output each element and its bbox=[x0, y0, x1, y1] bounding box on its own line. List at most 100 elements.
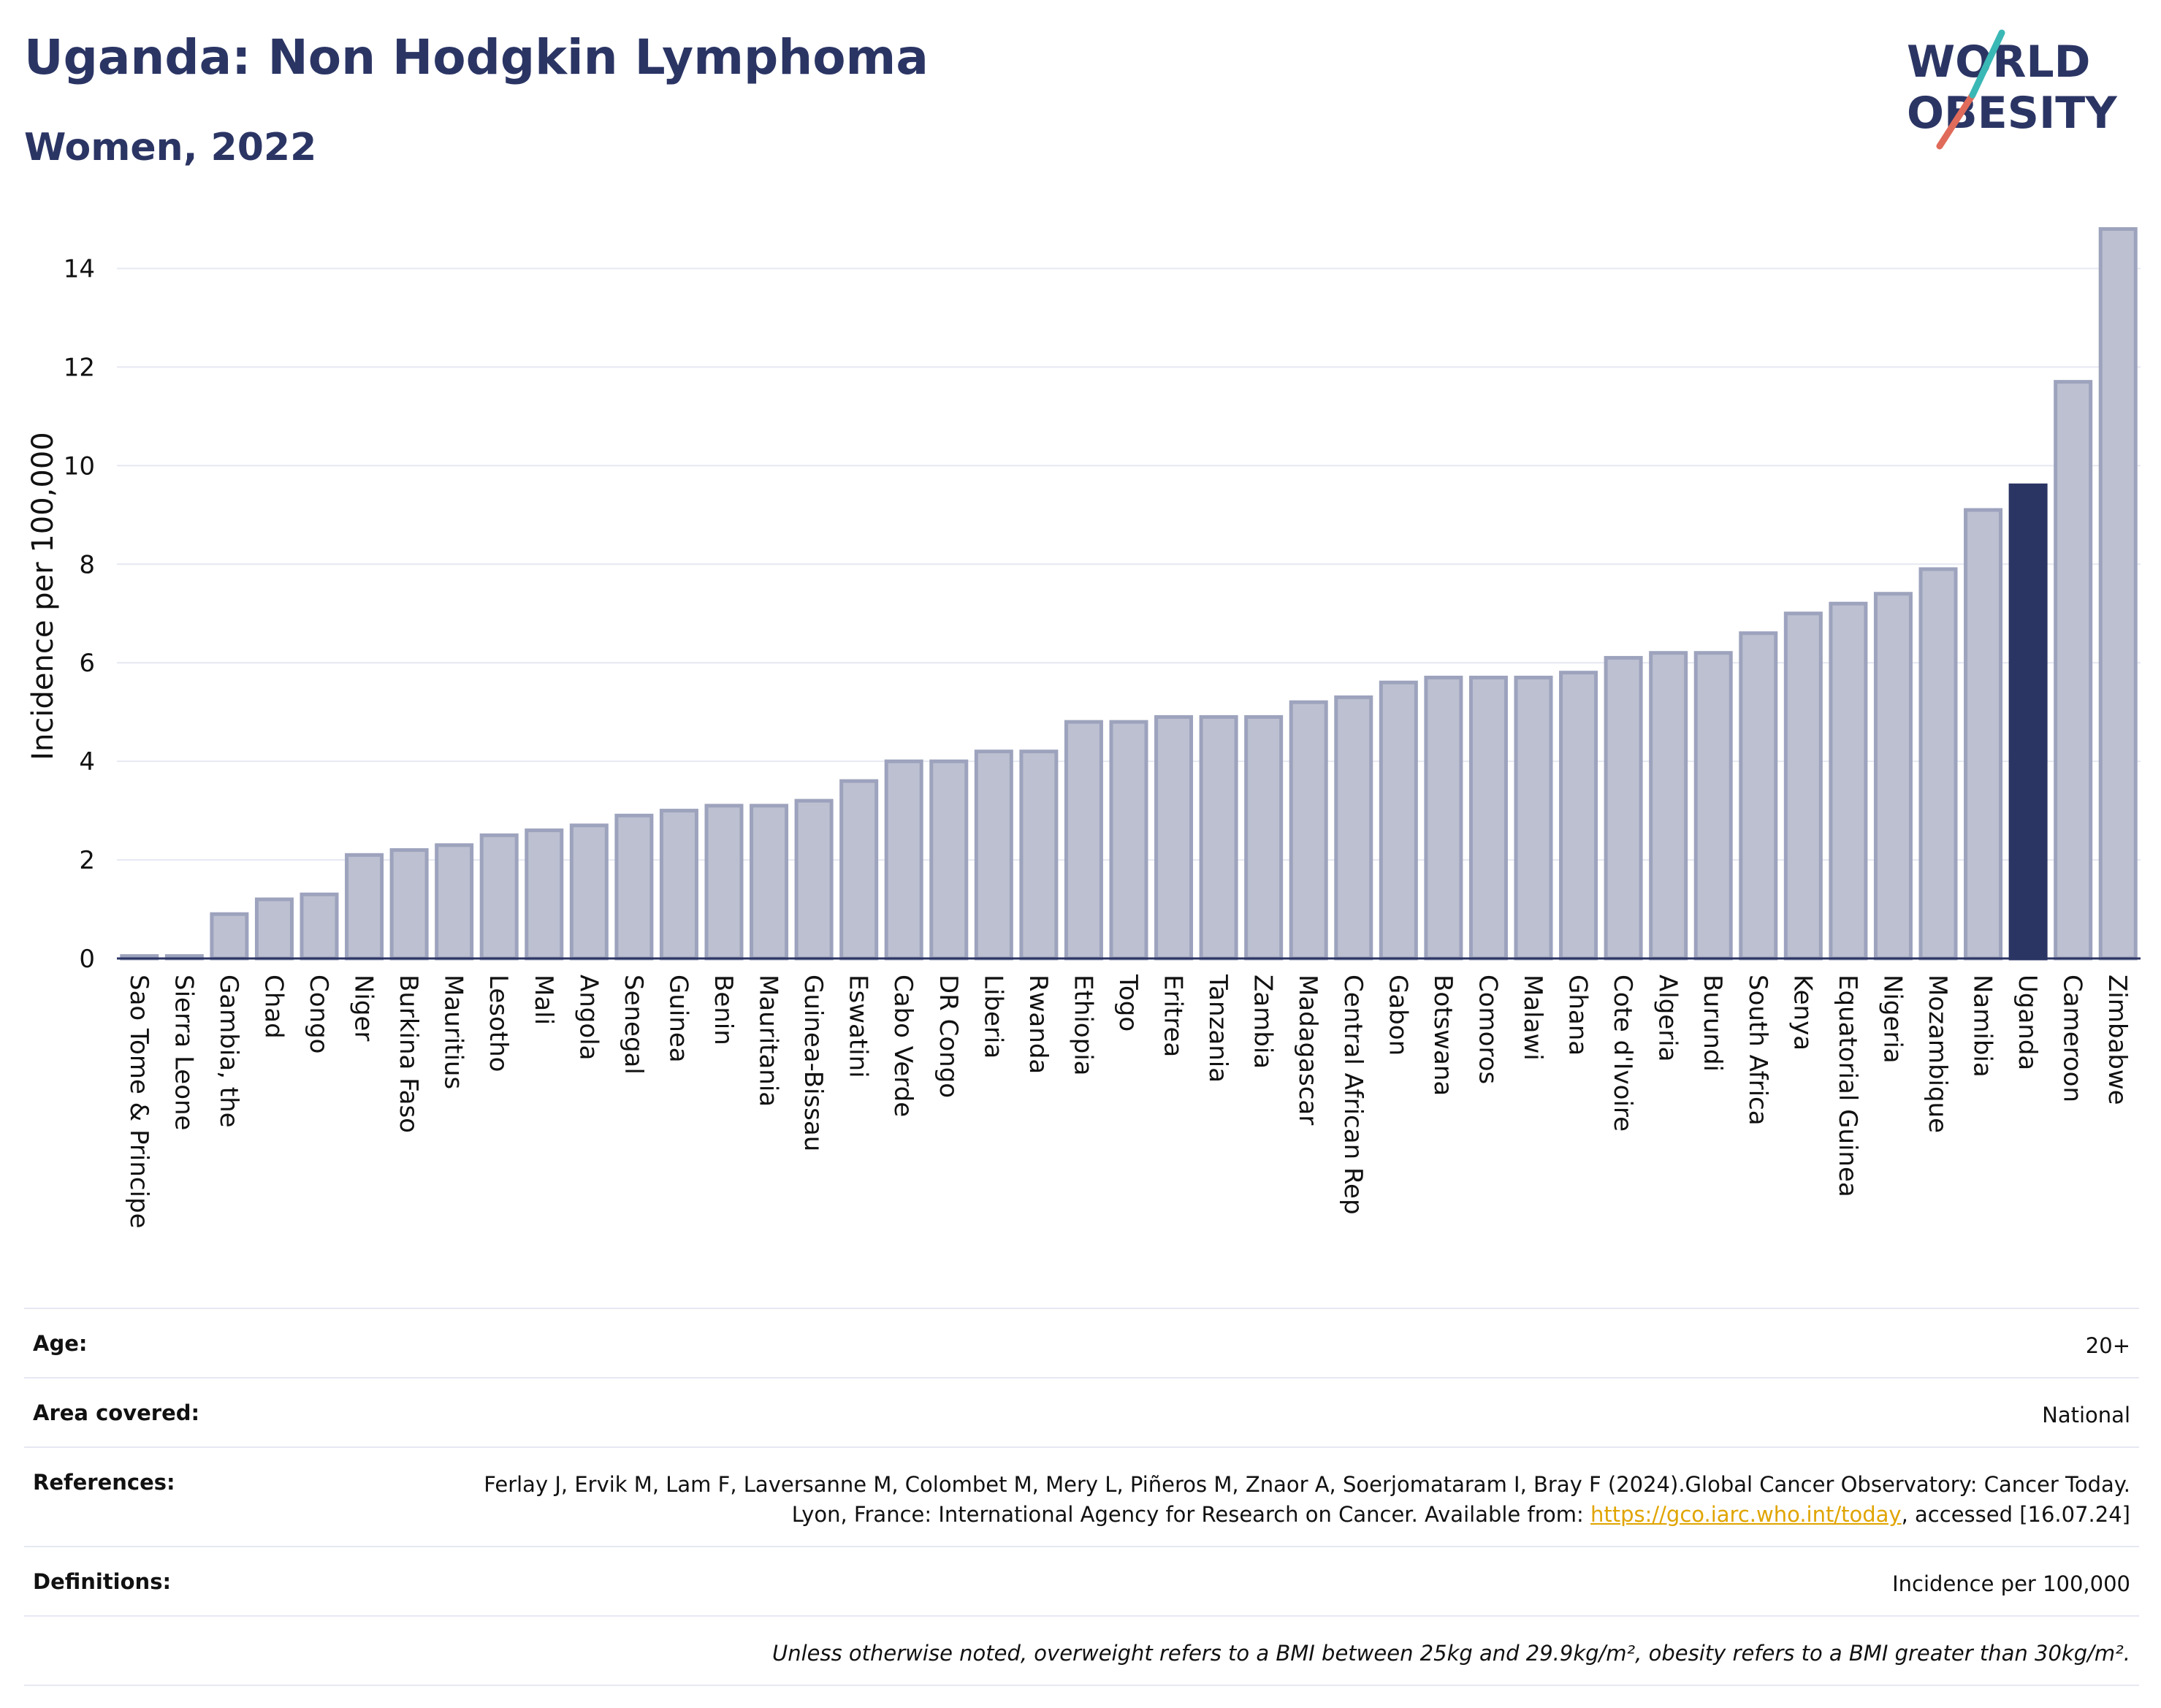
x-tick-label: Zambia bbox=[1249, 975, 1278, 1069]
bar bbox=[2054, 380, 2093, 961]
y-tick-label: 6 bbox=[79, 649, 95, 678]
x-tick-label: Cote d'Ivoire bbox=[1608, 975, 1637, 1132]
bar bbox=[345, 853, 384, 961]
bar bbox=[254, 897, 294, 961]
svg-text:OBESITY: OBESITY bbox=[1907, 88, 2118, 139]
x-tick-label: Eswatini bbox=[844, 975, 873, 1078]
x-tick-label: Guinea bbox=[663, 975, 693, 1063]
x-tick-label: Benin bbox=[709, 975, 738, 1045]
bar bbox=[1334, 695, 1373, 961]
bar bbox=[884, 759, 923, 961]
bar bbox=[929, 759, 969, 961]
references-tail: , accessed [16.07.24] bbox=[1901, 1502, 2130, 1527]
bar bbox=[435, 843, 474, 961]
bar bbox=[1604, 655, 1643, 961]
definitions-label: Definitions: bbox=[33, 1569, 172, 1594]
x-tick-label: Mali bbox=[529, 975, 558, 1025]
bar bbox=[1379, 680, 1418, 961]
bar bbox=[389, 848, 429, 961]
references-link[interactable]: https://gco.iarc.who.int/today bbox=[1590, 1502, 1902, 1527]
age-label: Age: bbox=[33, 1331, 88, 1356]
meta-row-definitions: Definitions: Incidence per 100,000 bbox=[24, 1546, 2139, 1615]
x-tick-label: Malawi bbox=[1518, 975, 1547, 1061]
y-tick-label: 12 bbox=[64, 353, 95, 382]
x-tick-label: Mauritius bbox=[439, 975, 468, 1089]
bar bbox=[750, 804, 789, 961]
x-tick-label: Niger bbox=[349, 975, 378, 1041]
meta-row-references: References: Ferlay J, Ervik M, Lam F, La… bbox=[24, 1446, 2139, 1546]
bar bbox=[1964, 508, 2003, 961]
bar bbox=[1019, 750, 1059, 961]
references-value: Ferlay J, Ervik M, Lam F, Laversanne M, … bbox=[450, 1470, 2130, 1530]
x-tick-label: Comoros bbox=[1473, 975, 1502, 1084]
bar bbox=[1559, 671, 1598, 961]
bar bbox=[974, 750, 1013, 961]
bar bbox=[1739, 631, 1778, 961]
references-text: Ferlay J, Ervik M, Lam F, Laversanne M, … bbox=[484, 1472, 2130, 1527]
x-tick-label: Uganda bbox=[2013, 975, 2042, 1070]
x-tick-label: Eritrea bbox=[1159, 975, 1188, 1057]
bar bbox=[1468, 675, 1508, 961]
age-value: 20+ bbox=[2085, 1333, 2130, 1358]
meta-row-age: Age: 20+ bbox=[24, 1308, 2139, 1377]
x-tick-label: Ghana bbox=[1563, 975, 1593, 1056]
definitions-value: Incidence per 100,000 bbox=[1892, 1571, 2130, 1596]
bar bbox=[1109, 720, 1148, 961]
x-tick-label: Lesotho bbox=[484, 975, 513, 1072]
x-tick-label: Gambia, the bbox=[214, 975, 243, 1128]
x-tick-label: Cabo Verde bbox=[888, 975, 918, 1117]
bar bbox=[1918, 567, 1958, 961]
x-tick-label: Burkina Faso bbox=[394, 975, 423, 1133]
y-tick-label: 10 bbox=[64, 451, 95, 481]
y-tick-label: 4 bbox=[79, 747, 95, 777]
x-tick-label: Liberia bbox=[978, 975, 1007, 1059]
bar bbox=[479, 833, 519, 961]
bar bbox=[1199, 714, 1238, 961]
x-tick-label: Congo bbox=[304, 975, 333, 1053]
x-tick-label: Togo bbox=[1113, 974, 1143, 1032]
y-tick-label: 2 bbox=[79, 846, 95, 875]
bar bbox=[1693, 651, 1733, 961]
x-tick-label: South Africa bbox=[1743, 975, 1772, 1126]
bar bbox=[2098, 226, 2138, 961]
x-tick-label: Gabon bbox=[1383, 975, 1412, 1056]
x-tick-label: Madagascar bbox=[1293, 975, 1322, 1125]
bar bbox=[1289, 700, 1328, 961]
x-tick-label: Botswana bbox=[1428, 975, 1457, 1096]
bar bbox=[839, 779, 879, 961]
x-tick-label: Mozambique bbox=[1923, 975, 1952, 1133]
area-value: National bbox=[2042, 1403, 2130, 1427]
references-label: References: bbox=[33, 1470, 175, 1495]
x-tick-label: Namibia bbox=[1968, 975, 1997, 1078]
x-tick-label: Rwanda bbox=[1024, 975, 1053, 1074]
bar bbox=[525, 828, 564, 961]
x-tick-label: Kenya bbox=[1788, 975, 1817, 1051]
area-label: Area covered: bbox=[33, 1400, 200, 1425]
x-tick-label: Algeria bbox=[1653, 975, 1682, 1061]
x-tick-label: Nigeria bbox=[1878, 975, 1907, 1064]
x-tick-label: Tanzania bbox=[1203, 974, 1232, 1083]
bar bbox=[569, 823, 609, 961]
bar bbox=[1154, 714, 1194, 961]
x-tick-label: Senegal bbox=[619, 975, 648, 1075]
x-tick-label: Mauritania bbox=[754, 975, 783, 1107]
bar bbox=[1829, 601, 1868, 961]
page-title: Uganda: Non Hodgkin Lymphoma bbox=[24, 29, 929, 85]
y-tick-label: 14 bbox=[64, 254, 95, 283]
x-tick-label: Ethiopia bbox=[1068, 975, 1097, 1075]
y-axis-label: Incidence per 100,000 bbox=[26, 432, 60, 760]
meta-row-note: Unless otherwise noted, overweight refer… bbox=[24, 1615, 2139, 1686]
x-tick-label: Chad bbox=[259, 975, 288, 1039]
x-tick-label: Cameroon bbox=[2058, 975, 2087, 1102]
x-tick-label: DR Congo bbox=[934, 975, 963, 1098]
x-tick-label: Burundi bbox=[1698, 975, 1727, 1072]
x-tick-label: Sao Tome & Principe bbox=[124, 975, 153, 1229]
x-tick-label: Guinea-Bissau bbox=[799, 975, 828, 1151]
bar bbox=[614, 813, 654, 961]
bar bbox=[1873, 592, 1913, 961]
bar-chart: 0 2 4 6 8 10 12 14 Incidence per 100,000 Sao Tome… bbox=[26, 226, 2141, 1229]
bar bbox=[210, 912, 249, 961]
bar bbox=[300, 892, 339, 961]
bmi-note: Unless otherwise noted, overweight refer… bbox=[771, 1641, 2130, 1666]
bar bbox=[659, 809, 698, 961]
